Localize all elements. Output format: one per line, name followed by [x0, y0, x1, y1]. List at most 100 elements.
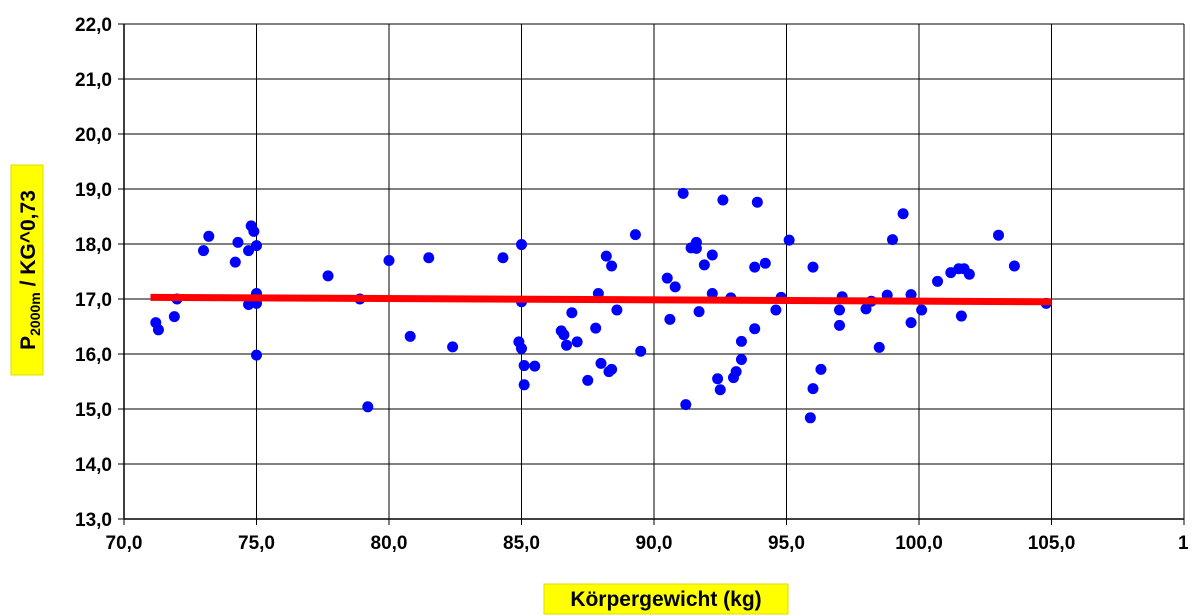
- data-point: [518, 379, 530, 391]
- data-point: [516, 239, 527, 251]
- data-point: [669, 281, 681, 293]
- y-tick-label: 19,0: [75, 180, 112, 201]
- y-tick-label: 18,0: [75, 235, 112, 256]
- data-point: [905, 289, 917, 301]
- x-tick-label: 95,0: [768, 533, 805, 554]
- data-point: [595, 357, 607, 369]
- data-point: [561, 339, 573, 351]
- data-point: [664, 313, 676, 325]
- data-point: [932, 275, 944, 287]
- data-point: [582, 374, 594, 386]
- y-tick-label: 20,0: [75, 125, 112, 146]
- data-point: [759, 257, 771, 269]
- data-point: [749, 323, 761, 335]
- data-point: [730, 366, 742, 378]
- data-point: [749, 261, 761, 273]
- data-point: [751, 196, 763, 208]
- y-tick-label: 13,0: [75, 510, 112, 531]
- data-points: [150, 187, 1052, 424]
- data-point: [243, 245, 255, 257]
- data-point: [611, 304, 623, 316]
- x-tick-label: 70,0: [106, 533, 143, 554]
- data-point: [735, 354, 747, 365]
- data-point: [698, 259, 710, 271]
- data-point: [558, 329, 570, 341]
- trendline-layer: [150, 293, 1052, 306]
- data-point: [635, 345, 647, 357]
- data-point: [516, 343, 527, 354]
- data-point: [404, 330, 416, 342]
- data-point: [693, 306, 705, 318]
- data-point: [248, 225, 260, 237]
- y-axis-label-subscript: 2000m: [27, 292, 43, 336]
- data-point: [198, 245, 209, 257]
- data-point: [571, 336, 583, 348]
- grid-lines: [118, 23, 1185, 525]
- data-point: [229, 256, 241, 268]
- data-point: [529, 360, 541, 372]
- y-tick-label: 22,0: [75, 15, 112, 36]
- data-point: [735, 335, 747, 347]
- data-point: [322, 270, 334, 282]
- data-point: [690, 242, 702, 254]
- data-point: [677, 187, 689, 199]
- x-axis-label: Körpergewicht (kg): [570, 588, 761, 611]
- data-point: [807, 383, 819, 395]
- y-axis-label: P2000m / KG^0,73: [17, 190, 43, 350]
- data-point: [661, 272, 673, 284]
- data-point: [712, 373, 724, 385]
- x-tick-label: 75,0: [238, 533, 275, 554]
- data-point: [606, 260, 618, 272]
- y-tick-label: 21,0: [75, 70, 112, 91]
- data-point: [783, 234, 795, 246]
- data-point: [873, 341, 885, 353]
- data-point: [423, 252, 435, 264]
- x-tick-label: 85,0: [503, 533, 540, 554]
- data-point: [251, 240, 262, 252]
- data-point: [834, 304, 845, 316]
- y-tick-label: 17,0: [75, 290, 112, 311]
- data-point: [1008, 260, 1020, 272]
- data-point: [955, 310, 967, 322]
- y-tick-label: 14,0: [75, 455, 112, 476]
- data-point: [600, 250, 612, 262]
- data-point: [815, 363, 827, 375]
- data-point: [706, 249, 718, 261]
- data-point: [993, 229, 1004, 241]
- x-tick-label: 100,0: [895, 533, 943, 554]
- data-point: [168, 311, 180, 323]
- x-axis-label-group: Körpergewicht (kg): [543, 583, 789, 615]
- x-tick-label: 1: [1178, 533, 1189, 554]
- data-point: [717, 194, 729, 206]
- data-point: [770, 304, 782, 316]
- x-axis-label-box: [543, 583, 789, 615]
- data-point: [897, 208, 909, 220]
- data-point: [566, 307, 578, 319]
- x-tick-label: 105,0: [1028, 533, 1076, 554]
- data-point: [606, 363, 618, 375]
- data-point: [807, 261, 819, 273]
- trendline: [150, 293, 1052, 306]
- data-point: [860, 303, 872, 315]
- data-point: [916, 304, 928, 316]
- data-point: [518, 360, 530, 372]
- y-tick-label: 15,0: [75, 400, 112, 421]
- data-point: [887, 234, 898, 246]
- data-point: [497, 252, 509, 264]
- data-point: [804, 412, 816, 424]
- data-point: [203, 230, 215, 242]
- tick-labels: 13,0 14,0 15,0 16,0 17,0 18,0 19,0 20,0 21,0 22,0…: [75, 15, 1189, 554]
- data-point: [706, 288, 718, 299]
- data-point: [963, 268, 975, 280]
- data-point: [251, 349, 262, 361]
- data-point: [447, 341, 459, 353]
- y-axis-label-rest: / KG^0,73: [17, 190, 40, 292]
- data-point: [680, 399, 692, 411]
- data-point: [590, 322, 602, 334]
- y-axis-label-main: P: [17, 336, 40, 350]
- data-point: [362, 401, 374, 413]
- data-point: [152, 324, 164, 336]
- x-tick-label: 80,0: [371, 533, 408, 554]
- data-point: [232, 236, 244, 248]
